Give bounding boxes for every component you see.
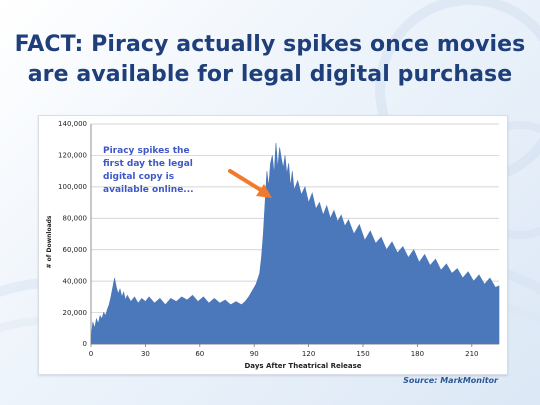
slide-title: FACT: Piracy actually spikes once movies… bbox=[0, 30, 540, 90]
y-tick-label: 100,000 bbox=[58, 183, 87, 191]
x-tick-label: 0 bbox=[89, 350, 93, 358]
y-tick-label: 80,000 bbox=[63, 214, 88, 222]
arrow-icon bbox=[228, 169, 272, 198]
x-tick-label: 180 bbox=[411, 350, 424, 358]
annotation-line-4: available online... bbox=[103, 185, 194, 195]
download-chart: 0 20,000 40,000 60,000 80,000 100,000 120,000 1… bbox=[46, 120, 500, 370]
y-tick-label: 40,000 bbox=[63, 277, 88, 285]
x-axis-label: Days After Theatrical Release bbox=[245, 362, 362, 370]
piracy-annotation: Piracy spikes the first day the legal di… bbox=[103, 145, 243, 197]
x-tick-label: 210 bbox=[465, 350, 478, 358]
download-area-series bbox=[90, 142, 500, 345]
x-tick-label: 90 bbox=[250, 350, 259, 358]
x-tick-label: 30 bbox=[141, 350, 150, 358]
x-tick-label: 150 bbox=[356, 350, 369, 358]
y-tick-label: 0 bbox=[83, 340, 87, 348]
y-tick-label: 20,000 bbox=[63, 309, 88, 317]
title-line-1: FACT: Piracy actually spikes once movies bbox=[14, 32, 526, 57]
source-credit: Source: MarkMonitor bbox=[403, 376, 498, 385]
x-tick-label: 60 bbox=[195, 350, 204, 358]
title-line-2: are available for legal digital purchase bbox=[27, 62, 513, 87]
y-tick-label: 140,000 bbox=[58, 120, 87, 128]
chart-container: 0 20,000 40,000 60,000 80,000 100,000 120,000 1… bbox=[38, 115, 508, 375]
annotation-line-2: first day the legal bbox=[103, 159, 193, 169]
annotation-line-1: Piracy spikes the bbox=[103, 146, 190, 156]
y-axis-label: # of Downloads bbox=[46, 215, 53, 268]
annotation-line-3: digital copy is bbox=[103, 172, 175, 182]
y-tick-label: 120,000 bbox=[58, 152, 87, 160]
x-tick-label: 120 bbox=[302, 350, 315, 358]
y-tick-label: 60,000 bbox=[63, 246, 88, 254]
